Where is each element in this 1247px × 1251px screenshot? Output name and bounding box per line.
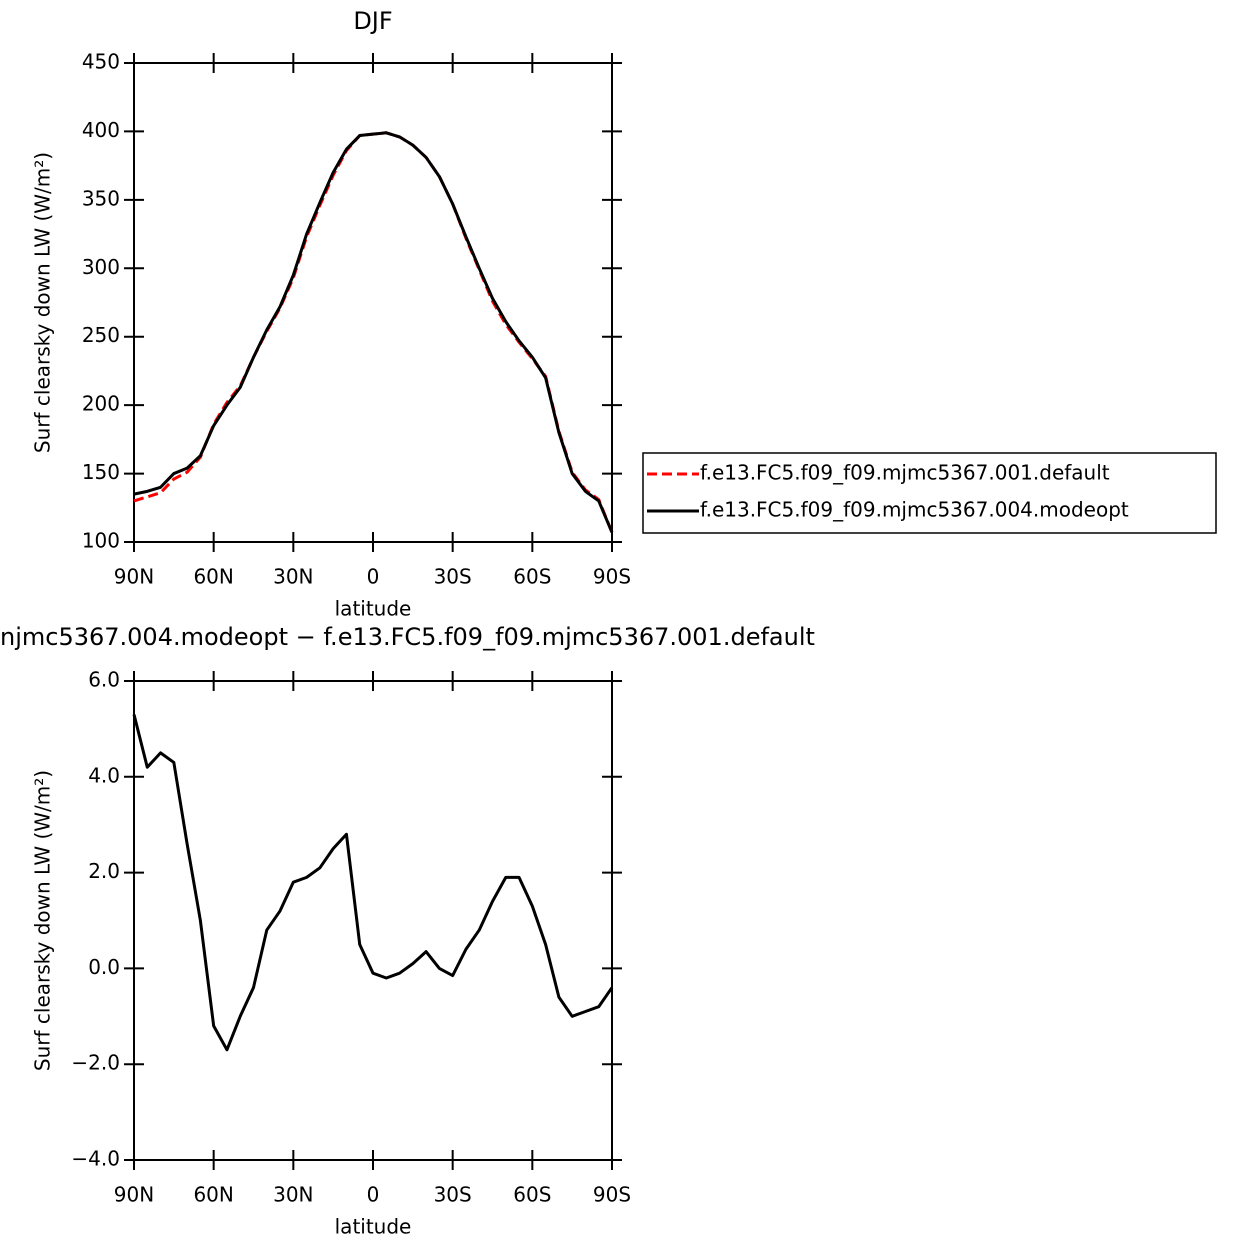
y-tick-label: 200 [82,392,120,416]
y-tick-label: 6.0 [88,668,120,692]
y-tick-label: −2.0 [71,1051,120,1075]
data-line [133,131,614,534]
x-tick-label: 30N [273,565,313,589]
x-tick-label: 60N [193,1183,233,1207]
data-line [132,714,614,1052]
y-tick-label: 450 [82,50,120,74]
y-tick-label: 2.0 [88,859,120,883]
y-tick-label: 400 [82,118,120,142]
x-tick-label: 60N [193,565,233,589]
y-tick-label: 300 [82,255,120,279]
legend-label: f.e13.FC5.f09_f09.mjmc5367.001.default [700,461,1110,485]
legend-label: f.e13.FC5.f09_f09.mjmc5367.004.modeopt [700,498,1129,522]
x-axis-label: latitude [335,1215,412,1239]
x-axis-label: latitude [335,597,412,621]
x-tick-label: 30S [434,565,472,589]
x-tick-label: 0 [367,1183,380,1207]
x-tick-label: 30S [434,1183,472,1207]
x-tick-label: 90S [593,1183,631,1207]
x-tick-label: 90N [114,1183,154,1207]
y-axis-label: Surf clearsky down LW (W/m²) [31,770,55,1071]
y-tick-label: 100 [82,529,120,553]
y-tick-label: 250 [82,323,120,347]
legend-box [642,452,1217,534]
y-tick-label: 150 [82,460,120,484]
y-axis-label: Surf clearsky down LW (W/m²) [31,152,55,453]
y-tick-label: 4.0 [88,763,120,787]
plot-frame [133,62,613,543]
y-tick-label: −4.0 [71,1147,120,1171]
chart-title: DJF [353,7,392,35]
plot-frame [133,680,613,1161]
x-tick-label: 90N [114,565,154,589]
x-tick-label: 30N [273,1183,313,1207]
data-line [133,131,614,533]
y-tick-label: 350 [82,186,120,210]
x-tick-label: 90S [593,565,631,589]
chart-title: njmc5367.004.modeopt − f.e13.FC5.f09_f09… [0,623,815,651]
y-tick-label: 0.0 [88,955,120,979]
x-tick-label: 60S [513,565,551,589]
x-tick-label: 0 [367,565,380,589]
x-tick-label: 60S [513,1183,551,1207]
